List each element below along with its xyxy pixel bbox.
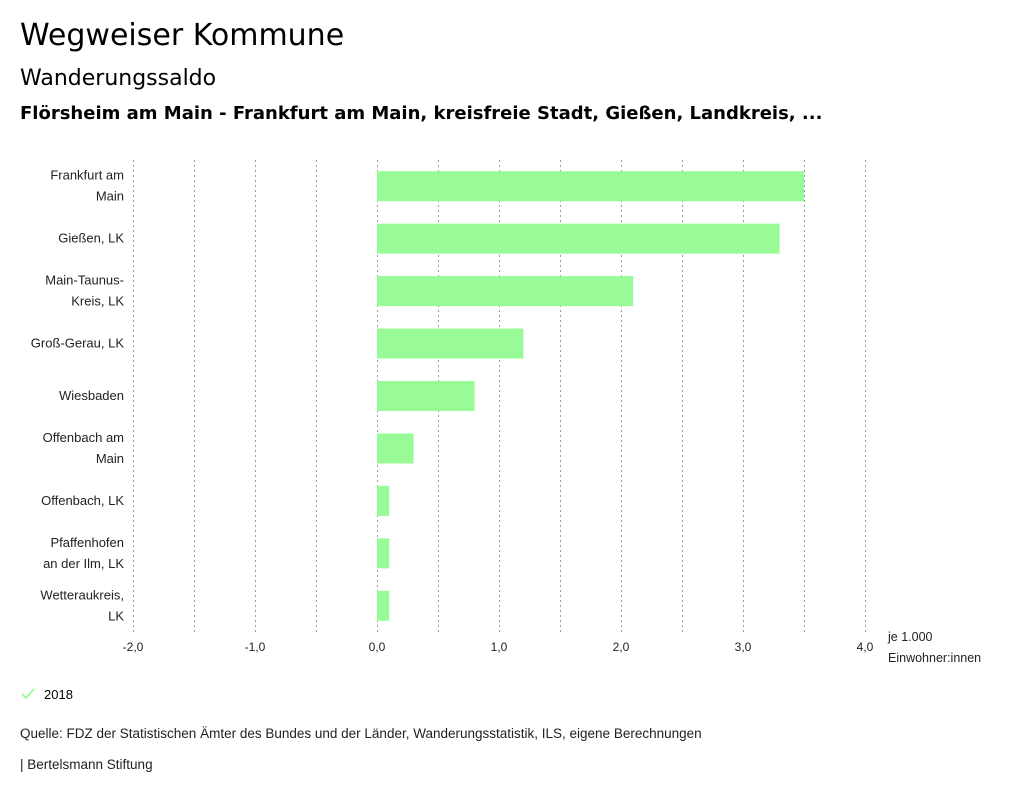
category-label: Main-Taunus- <box>45 273 124 288</box>
chart-subtitle: Wanderungssaldo <box>20 66 217 91</box>
category-label: Offenbach am <box>43 430 124 445</box>
category-label: Kreis, LK <box>71 294 124 309</box>
category-label: Main <box>96 451 124 466</box>
bar-chart: Frankfurt am Main Gießen, LK Main-Taunus- Kr… <box>31 160 981 665</box>
category-label: Groß-Gerau, LK <box>31 336 125 351</box>
legend-item-2018[interactable]: 2018 <box>20 686 73 702</box>
x-tick-label: -1,0 <box>245 640 266 654</box>
category-label: Main <box>96 189 124 204</box>
bar[interactable] <box>377 276 634 307</box>
x-tick-label: 3,0 <box>735 640 752 654</box>
category-label: Frankfurt am <box>50 168 124 183</box>
x-tick-label: 1,0 <box>491 640 508 654</box>
x-axis-unit-line-2: Einwohner:innen <box>888 651 981 665</box>
source-note: Quelle: FDZ der Statistischen Ämter des … <box>20 726 702 741</box>
category-label: Offenbach, LK <box>41 493 124 508</box>
bar[interactable] <box>377 433 414 464</box>
x-axis-unit-line-1: je 1.000 <box>887 630 933 644</box>
bar[interactable] <box>377 223 780 254</box>
x-tick-label: 2,0 <box>613 640 630 654</box>
x-tick-label: -2,0 <box>123 640 144 654</box>
bar[interactable] <box>377 590 390 621</box>
category-label: Gießen, LK <box>58 231 124 246</box>
bar[interactable] <box>377 328 524 359</box>
category-label: Wetteraukreis, <box>40 587 124 602</box>
bar[interactable] <box>377 171 804 202</box>
x-axis-ticks: -2,0 -1,0 0,0 1,0 2,0 3,0 4,0 <box>123 640 874 654</box>
legend-label: 2018 <box>44 686 73 702</box>
bars <box>377 171 804 621</box>
region-title: Flörsheim am Main - Frankfurt am Main, k… <box>20 103 823 124</box>
publisher-note: | Bertelsmann Stiftung <box>20 757 153 772</box>
bar[interactable] <box>377 485 390 516</box>
page-title: Wegweiser Kommune <box>20 18 345 53</box>
category-labels: Frankfurt am Main Gießen, LK Main-Taunus- Kr… <box>31 168 125 624</box>
x-tick-label: 0,0 <box>369 640 386 654</box>
check-icon <box>21 688 35 700</box>
bar[interactable] <box>377 381 475 411</box>
category-label: LK <box>108 608 124 623</box>
x-tick-label: 4,0 <box>857 640 874 654</box>
category-label: Pfaffenhofen <box>51 535 125 550</box>
category-label: Wiesbaden <box>59 388 124 403</box>
bar[interactable] <box>377 538 390 569</box>
category-label: an der Ilm, LK <box>43 556 124 571</box>
